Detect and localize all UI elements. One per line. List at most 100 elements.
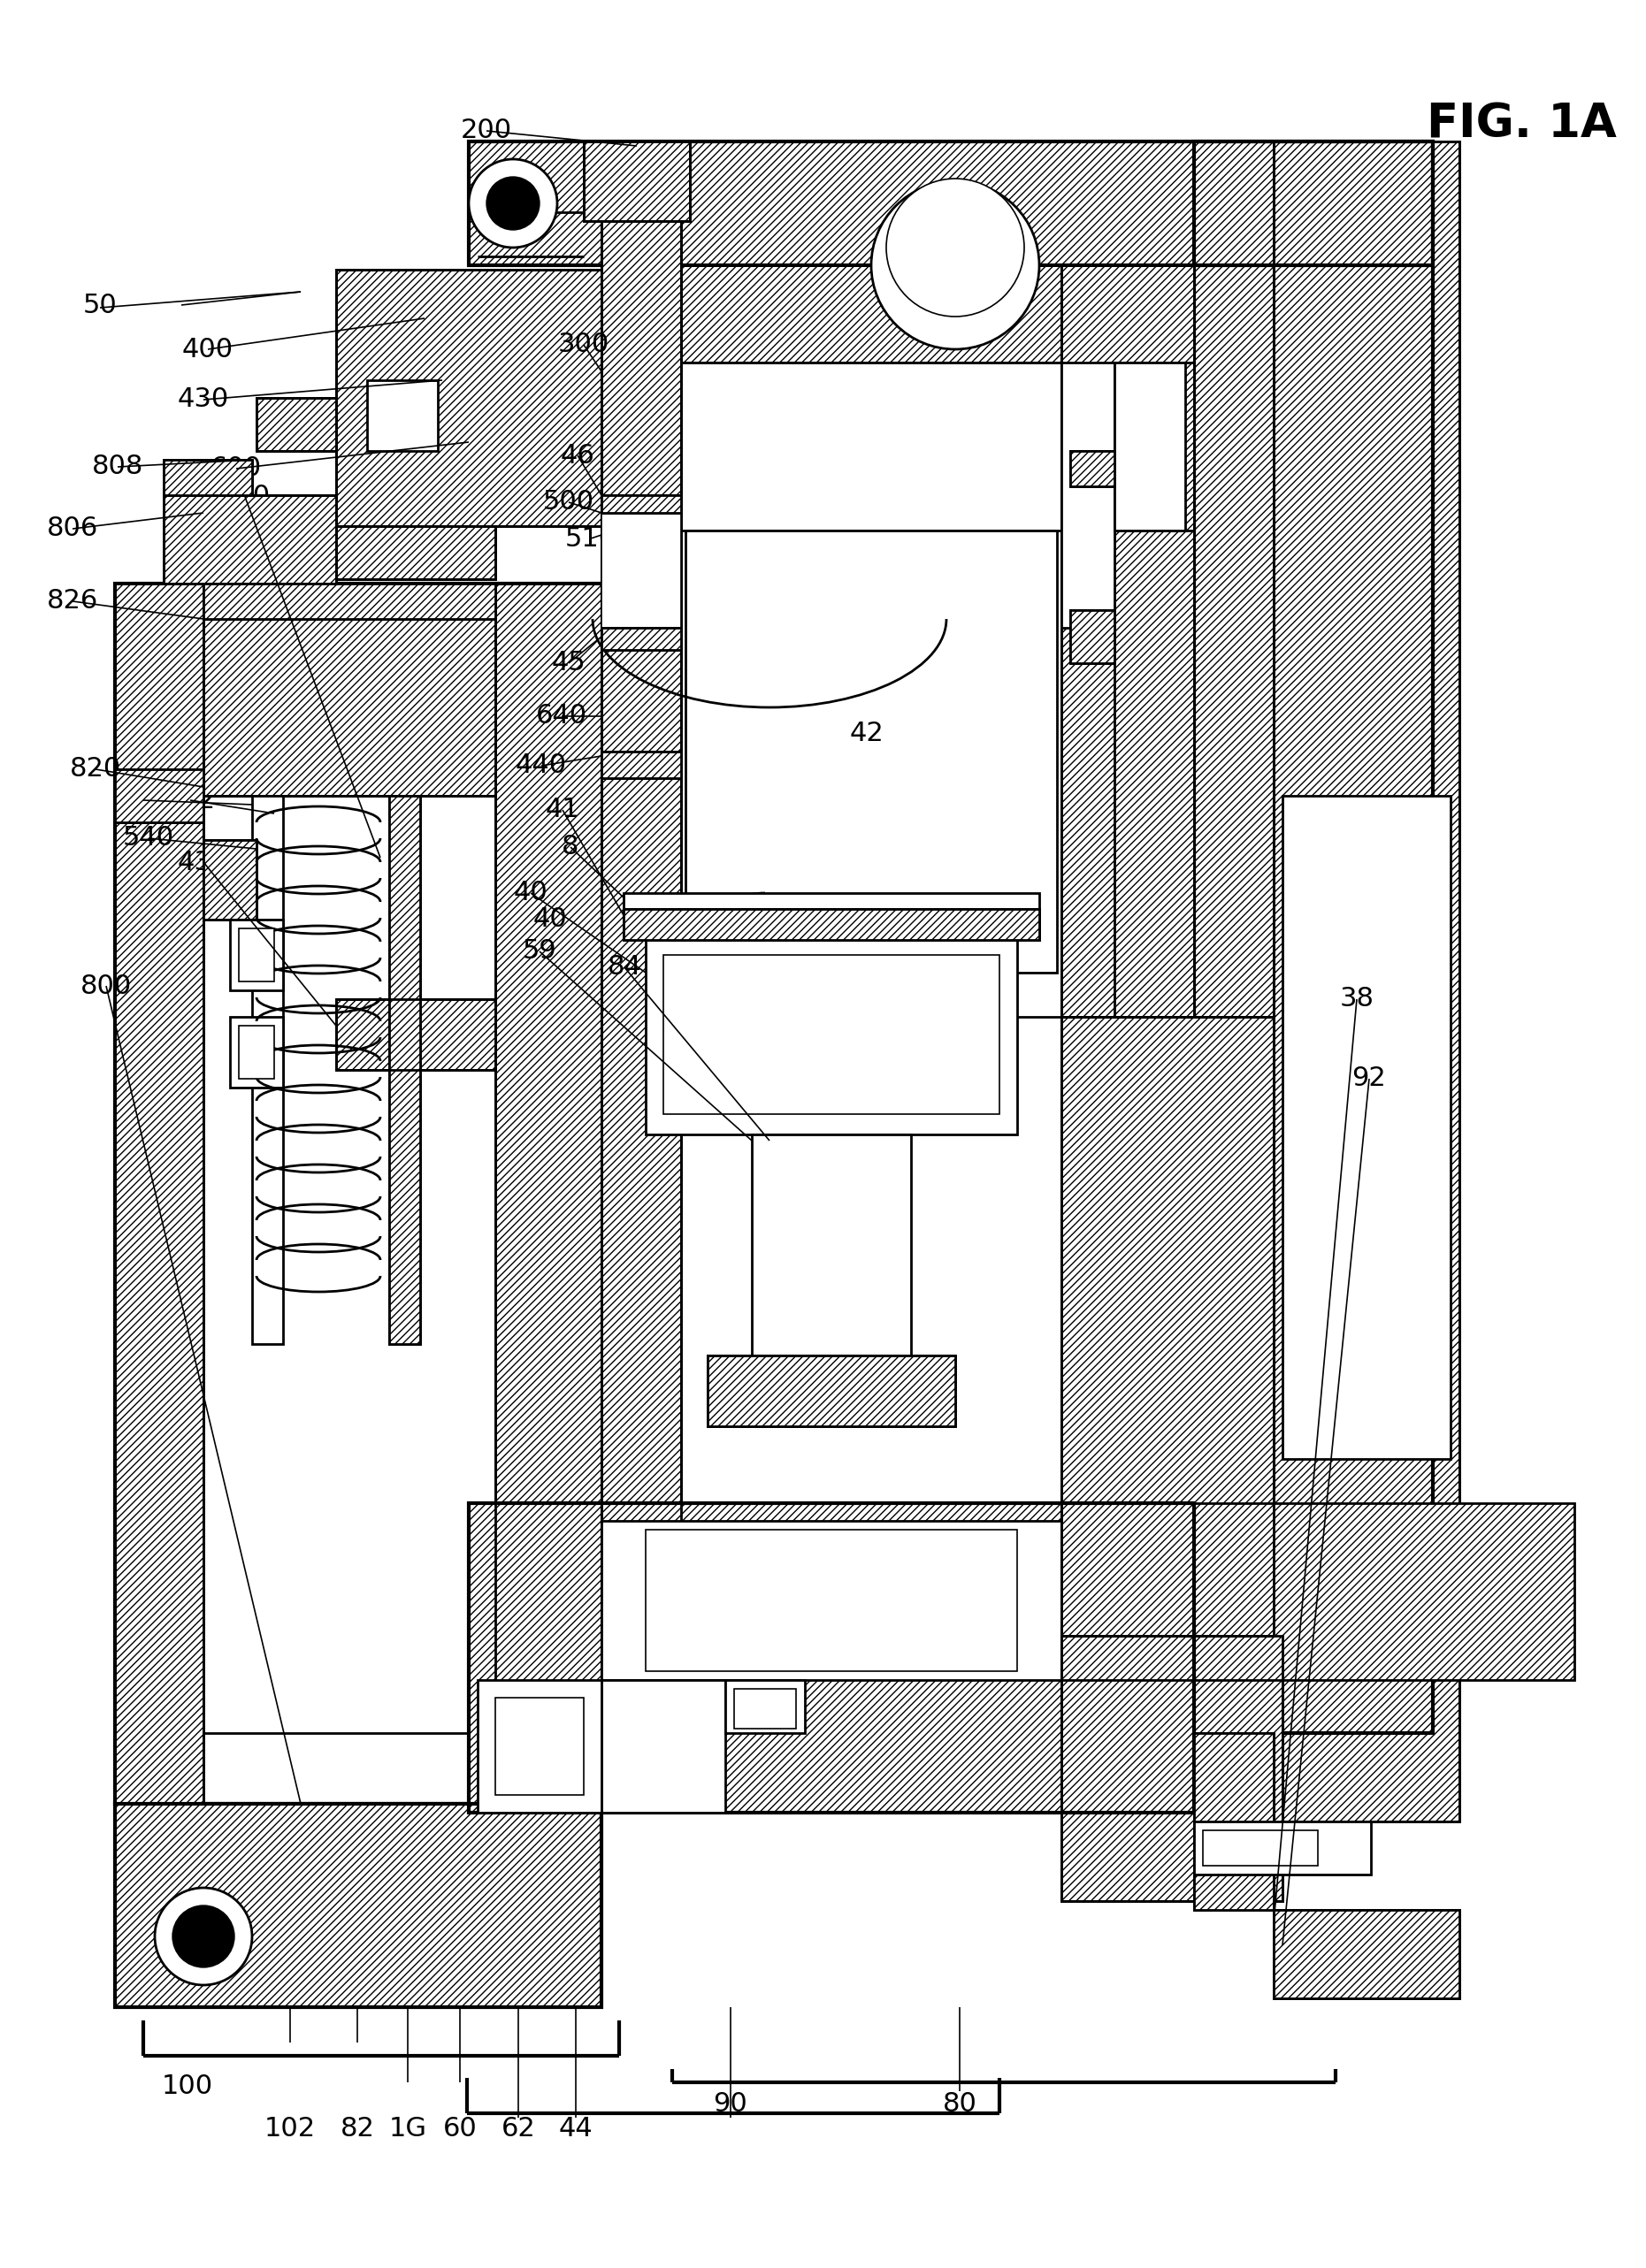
Bar	[752, 1134, 910, 1356]
Bar	[601, 1522, 1062, 1681]
Bar	[1274, 141, 1460, 1821]
Bar	[1193, 141, 1432, 1733]
Bar	[601, 513, 681, 628]
Bar	[204, 619, 495, 796]
Text: 826: 826	[46, 587, 99, 615]
Bar	[469, 141, 1432, 265]
Bar	[681, 265, 1193, 1016]
Text: 102: 102	[265, 2116, 316, 2141]
Bar	[681, 265, 1193, 531]
Text: 92: 92	[1351, 1066, 1386, 1091]
Bar	[469, 1504, 1193, 1812]
Text: 62: 62	[500, 2116, 535, 2141]
Bar	[601, 1681, 726, 1812]
Bar	[1193, 1733, 1432, 1821]
Bar	[204, 839, 257, 919]
Bar	[1193, 1733, 1274, 1910]
Bar	[1062, 1504, 1574, 1681]
Bar	[601, 628, 681, 651]
Text: 640: 640	[537, 703, 588, 728]
Bar	[336, 526, 495, 578]
Text: 40: 40	[533, 907, 568, 932]
Bar	[336, 526, 495, 578]
Bar	[204, 619, 495, 796]
Text: 8: 8	[561, 835, 579, 860]
Bar	[681, 265, 1062, 363]
Bar	[681, 265, 1193, 531]
Bar	[601, 141, 681, 1733]
Text: 200: 200	[461, 118, 512, 143]
Bar	[115, 1803, 601, 2007]
Text: 600: 600	[211, 456, 262, 481]
Bar	[204, 583, 495, 619]
Bar	[708, 1356, 955, 1427]
Bar	[163, 460, 252, 494]
Bar	[1070, 451, 1114, 485]
Bar	[1070, 610, 1114, 662]
Text: 100: 100	[161, 2073, 214, 2100]
Bar	[204, 619, 495, 1733]
Bar	[601, 751, 681, 778]
Text: FIG. 1A: FIG. 1A	[1427, 100, 1616, 147]
Text: 430: 430	[178, 848, 229, 875]
Bar	[115, 1803, 601, 2007]
Circle shape	[871, 181, 1039, 349]
Bar	[1203, 1830, 1318, 1867]
Bar	[495, 583, 601, 1803]
Bar	[1114, 363, 1185, 531]
Circle shape	[469, 159, 558, 247]
Bar	[1062, 265, 1193, 1016]
Bar	[726, 1681, 805, 1733]
Bar	[388, 796, 420, 1345]
Bar	[257, 397, 336, 451]
Bar	[495, 1699, 584, 1794]
Bar	[645, 939, 1017, 1134]
Bar	[601, 494, 681, 513]
Bar	[584, 141, 690, 220]
Bar	[1062, 1016, 1274, 1635]
Bar	[115, 583, 204, 1803]
Bar	[584, 141, 690, 220]
Text: 700: 700	[219, 483, 270, 510]
Bar	[1274, 1910, 1460, 1998]
Bar	[601, 628, 681, 651]
Text: 820: 820	[69, 758, 122, 782]
Bar	[1070, 451, 1114, 485]
Bar	[239, 1025, 275, 1080]
Bar	[336, 1000, 495, 1070]
Bar	[163, 494, 336, 583]
Bar	[252, 796, 283, 1345]
Bar	[477, 1681, 601, 1812]
Bar	[115, 769, 204, 823]
Bar	[624, 909, 1039, 939]
Bar	[163, 494, 336, 583]
Bar	[336, 270, 601, 526]
Text: 510: 510	[565, 526, 617, 551]
Bar	[624, 909, 1039, 939]
Bar	[115, 769, 204, 823]
Bar	[1062, 1635, 1282, 1901]
Bar	[708, 1356, 955, 1427]
Bar	[469, 141, 1432, 265]
Text: 41: 41	[545, 796, 579, 823]
Bar	[601, 494, 681, 513]
Bar	[257, 397, 336, 451]
Bar	[1274, 1910, 1460, 1998]
Text: 442: 442	[165, 787, 216, 812]
Circle shape	[487, 177, 540, 229]
Text: 80: 80	[943, 2091, 976, 2118]
Text: 40: 40	[514, 880, 548, 905]
Text: 84: 84	[607, 955, 642, 980]
Bar	[336, 270, 601, 526]
Text: 1G: 1G	[388, 2116, 426, 2141]
Text: 44: 44	[558, 2116, 593, 2141]
Bar	[230, 919, 283, 991]
Bar	[115, 583, 204, 1803]
Bar	[1070, 610, 1114, 662]
Bar	[230, 1016, 283, 1089]
Bar	[624, 894, 1039, 909]
Text: 42: 42	[849, 721, 884, 746]
Text: 806: 806	[46, 515, 99, 542]
Bar	[681, 265, 1062, 363]
Bar	[336, 1000, 495, 1070]
